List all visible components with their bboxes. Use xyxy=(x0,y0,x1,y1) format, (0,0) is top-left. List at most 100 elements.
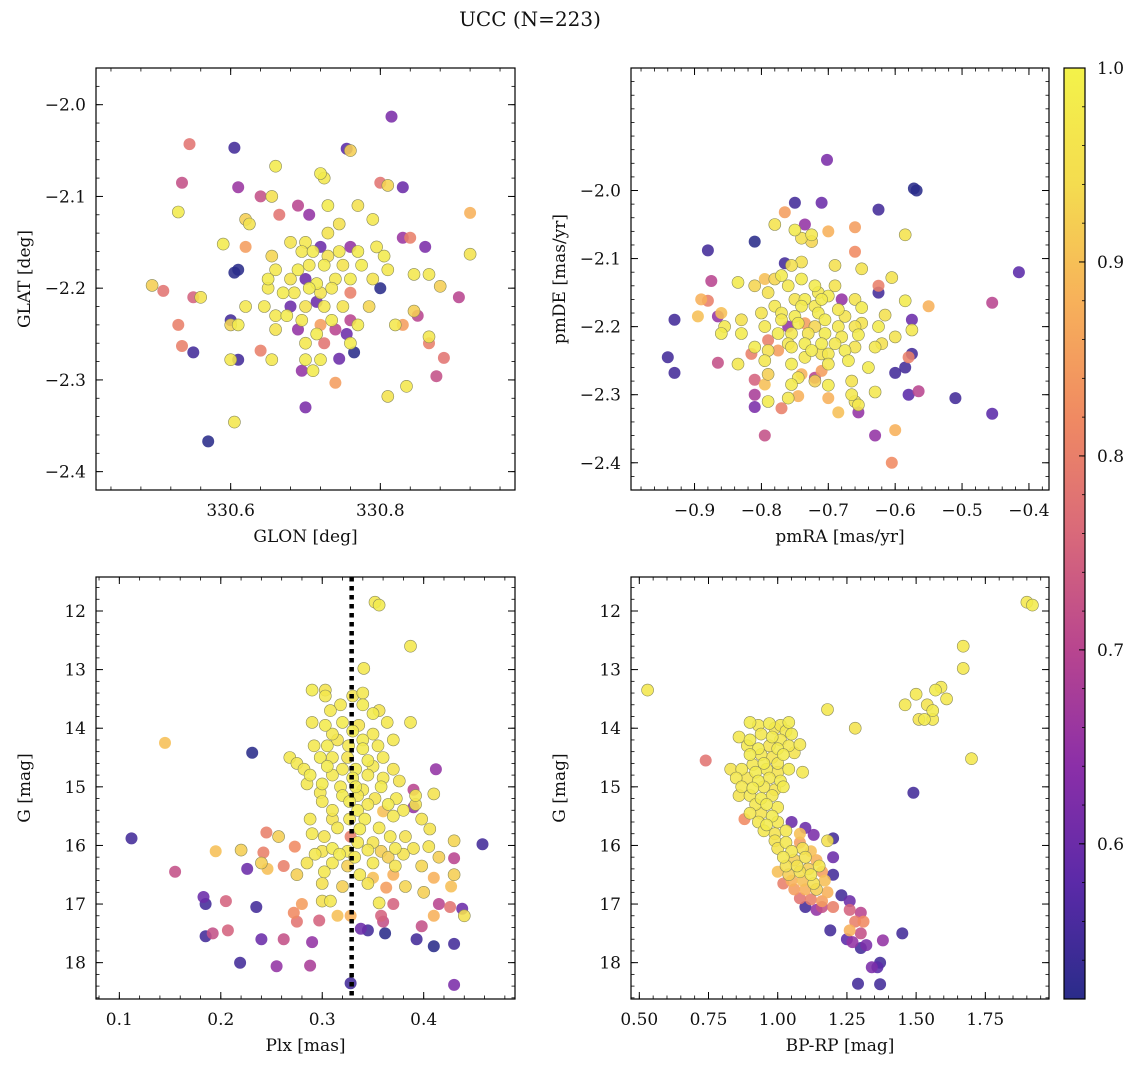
scatter-point xyxy=(965,752,978,766)
scatter-point xyxy=(422,330,436,344)
scatter-point xyxy=(822,225,835,238)
scatter-point xyxy=(299,300,312,313)
y-tick-label: 17 xyxy=(599,895,621,915)
scatter-point xyxy=(872,320,885,333)
scatter-point xyxy=(828,259,842,272)
scatter-point xyxy=(361,798,375,811)
scatter-point xyxy=(843,903,856,916)
scatter-point xyxy=(351,199,365,212)
scatter-point xyxy=(846,936,859,949)
scatter-point xyxy=(422,268,436,281)
scatter-point xyxy=(336,258,350,272)
scatter-point xyxy=(902,388,915,401)
scatter-point xyxy=(315,777,329,791)
scatter-point xyxy=(344,272,357,286)
scatter-point xyxy=(361,877,375,890)
scatter-point xyxy=(321,199,335,212)
scatter-points xyxy=(661,153,1025,469)
scatter-point xyxy=(842,354,855,368)
scatter-points xyxy=(145,110,477,448)
panel-pmra-pmde: −0.9 −0.8 −0.7 −0.6 −0.5 −0.4 −2.0 −2.1 −2.2 −2.3… xyxy=(550,67,1050,547)
scatter-point xyxy=(885,271,899,284)
scatter-points xyxy=(125,595,489,991)
scatter-point xyxy=(855,262,869,276)
plot-frame xyxy=(630,67,1050,491)
x-tick-label: −0.6 xyxy=(875,501,916,521)
y-tick-label: 14 xyxy=(599,719,621,739)
scatter-point xyxy=(404,639,417,653)
y-tick-label: −2.1 xyxy=(45,187,86,207)
scatter-point xyxy=(821,378,835,392)
scatter-point xyxy=(758,378,771,391)
scatter-point xyxy=(303,208,316,221)
scatter-point xyxy=(169,865,182,878)
scatter-point xyxy=(785,357,798,371)
scatter-point xyxy=(429,763,442,776)
scatter-point xyxy=(387,898,400,910)
scatter-point xyxy=(313,914,326,927)
scatter-point xyxy=(290,868,304,882)
scatter-point xyxy=(748,340,762,354)
scatter-point xyxy=(805,344,818,357)
panel-glon-glat: 330.6 330.8 −2.0 −2.1 −2.2 −2.3 −2.4 GLON [deg]… xyxy=(15,67,516,547)
scatter-point xyxy=(197,891,210,903)
scatter-point xyxy=(336,300,350,313)
scatter-point xyxy=(356,686,370,700)
scatter-point xyxy=(317,865,331,879)
scatter-point xyxy=(445,880,458,893)
scatter-point xyxy=(159,736,171,749)
scatter-point xyxy=(261,272,275,286)
scatter-point xyxy=(326,727,339,741)
scatter-point xyxy=(835,293,848,306)
scatter-point xyxy=(333,352,346,365)
x-tick-label: 0.3 xyxy=(309,1010,336,1030)
scatter-point xyxy=(849,915,862,928)
scatter-point xyxy=(799,850,812,864)
scatter-point xyxy=(307,739,321,753)
scatter-point xyxy=(239,300,252,313)
scatter-point xyxy=(400,379,413,393)
scatter-point xyxy=(691,310,704,323)
scatter-point xyxy=(788,223,802,237)
scatter-point xyxy=(912,385,925,398)
scatter-point xyxy=(332,217,346,231)
scatter-point xyxy=(336,880,349,893)
x-tick-label: −0.8 xyxy=(741,501,782,521)
scatter-point xyxy=(782,716,796,729)
scatter-point xyxy=(986,407,999,420)
scatter-point xyxy=(896,927,909,940)
scatter-point xyxy=(300,856,314,870)
scatter-point xyxy=(302,258,316,272)
scatter-point xyxy=(852,328,865,342)
scatter-point xyxy=(845,388,859,402)
scatter-point xyxy=(357,662,371,675)
scatter-point xyxy=(270,960,283,973)
scatter-point xyxy=(331,909,344,922)
scatter-point xyxy=(918,713,931,726)
scatter-point xyxy=(243,217,256,231)
x-tick-label: −0.7 xyxy=(808,501,849,521)
scatter-point xyxy=(284,272,297,286)
scatter-point xyxy=(463,247,477,261)
scatter-point xyxy=(326,803,339,817)
scatter-point xyxy=(949,392,962,405)
scatter-point xyxy=(379,927,392,940)
scatter-point xyxy=(731,276,745,289)
scatter-point xyxy=(273,208,286,221)
scatter-point xyxy=(661,351,674,364)
scatter-point xyxy=(269,323,282,336)
scatter-point xyxy=(781,279,795,293)
scatter-point xyxy=(176,176,188,189)
y-tick-label: −2.3 xyxy=(45,371,86,391)
scatter-point xyxy=(775,269,788,282)
scatter-point xyxy=(172,318,185,331)
scatter-point xyxy=(374,282,387,295)
scatter-point xyxy=(380,716,394,729)
scatter-point xyxy=(748,373,761,386)
scatter-point xyxy=(366,727,380,741)
scatter-point xyxy=(447,868,461,882)
scatter-point xyxy=(876,934,889,947)
scatter-point xyxy=(755,306,768,320)
plot-frame xyxy=(95,67,516,491)
scatter-point xyxy=(372,598,386,612)
